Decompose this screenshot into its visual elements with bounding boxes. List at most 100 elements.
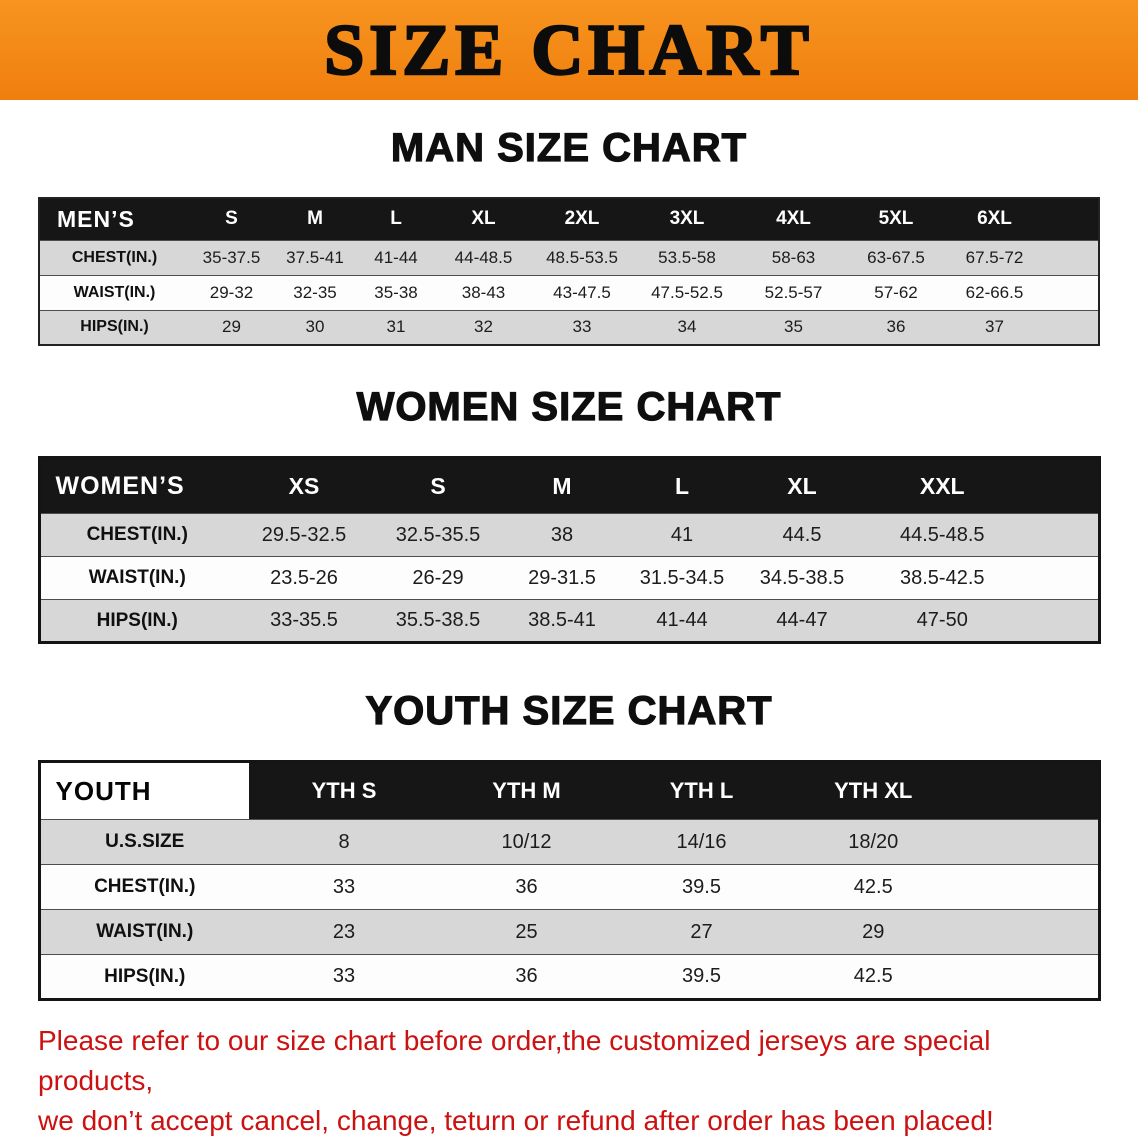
- size-column-header: XXL: [862, 457, 1099, 514]
- size-value-cell: 32.5-35.5: [395, 523, 481, 546]
- size-value-cell: 41-44: [656, 609, 708, 631]
- row-label: WAIST(IN.): [73, 283, 156, 301]
- size-value-cell: 34.5-38.5: [759, 566, 845, 589]
- size-value-cell: 29.5-32.5: [261, 523, 347, 546]
- row-label: WAIST(IN.): [88, 567, 186, 588]
- men-table-title-cell: MEN’S: [39, 198, 189, 240]
- size-value-cell: 31: [386, 317, 406, 337]
- size-column-header: YTH L: [614, 761, 789, 820]
- size-value-cell: 44.5-48.5: [899, 523, 985, 546]
- size-value-cell: 39.5: [682, 875, 721, 898]
- size-value-cell: 47-50: [916, 609, 968, 631]
- men-section-heading: MAN SIZE CHART: [390, 125, 748, 170]
- size-value-cell: 43-47.5: [553, 282, 611, 302]
- women-section-heading: WOMEN SIZE CHART: [356, 384, 782, 429]
- size-value-cell: 33: [332, 875, 356, 898]
- size-value-cell: 42.5: [853, 965, 893, 987]
- size-value-cell: 36: [515, 875, 538, 898]
- size-value-cell: 25: [515, 920, 538, 943]
- size-value-cell: 57-62: [874, 282, 918, 302]
- size-value-cell: 34: [677, 317, 697, 337]
- size-value-cell: 44.5: [782, 523, 822, 546]
- size-value-cell: 58-63: [771, 247, 816, 267]
- size-value-cell: 29-32: [209, 282, 254, 302]
- youth-table-title-cell: YOUTH: [39, 761, 249, 820]
- women-size-section: WOMEN SIZE CHART WOMEN’S XS S M L XL XXL…: [0, 384, 1138, 644]
- row-label: U.S.SIZE: [105, 831, 185, 852]
- size-value-cell: 38: [550, 523, 574, 546]
- size-value-cell: 26-29: [412, 566, 464, 589]
- size-column-header: M: [274, 198, 356, 240]
- size-column-header: S: [189, 198, 274, 240]
- size-value-cell: 35.5-38.5: [395, 609, 481, 631]
- row-label: HIPS(IN.): [80, 318, 149, 336]
- disclaimer-line-1: Please refer to our size chart before or…: [38, 1025, 991, 1096]
- men-size-table: MEN’S S M L XL 2XL 3XL 4XL 5XL 6XL CHEST…: [38, 197, 1100, 346]
- row-label: HIPS(IN.): [96, 609, 178, 631]
- size-value-cell: 67.5-72: [965, 247, 1024, 267]
- size-value-cell: 36: [515, 965, 538, 987]
- size-column-header: 5XL: [846, 198, 946, 240]
- size-value-cell: 23: [332, 920, 356, 943]
- size-value-cell: 37.5-41: [286, 247, 344, 267]
- size-value-cell: 33: [332, 965, 356, 987]
- size-column-header: 6XL: [946, 198, 1099, 240]
- size-value-cell: 38-43: [461, 282, 506, 302]
- size-value-cell: 29-31.5: [528, 566, 596, 589]
- size-value-cell: 41-44: [374, 247, 418, 267]
- size-value-cell: 35-38: [374, 282, 418, 302]
- size-value-cell: 38.5-41: [528, 609, 596, 631]
- size-column-header: M: [502, 457, 622, 514]
- size-value-cell: 32: [474, 317, 493, 337]
- size-column-header: S: [374, 457, 502, 514]
- size-column-header: XS: [234, 457, 374, 514]
- size-value-cell: 30: [305, 317, 325, 337]
- size-value-cell: 32-35: [293, 282, 337, 302]
- size-value-cell: 44-47: [776, 609, 828, 631]
- men-waist-row: WAIST(IN.) 29-32 32-35 35-38 38-43 43-47…: [39, 275, 1099, 310]
- size-column-header: XL: [436, 198, 531, 240]
- size-column-header: 2XL: [531, 198, 633, 240]
- size-column-header: 3XL: [633, 198, 741, 240]
- youth-size-table: YOUTH YTH S YTH M YTH L YTH XL U.S.SIZE …: [37, 760, 1101, 1001]
- page-title: SIZE CHART: [323, 8, 814, 91]
- size-value-cell: 38.5-42.5: [899, 566, 985, 589]
- size-value-cell: 33: [572, 317, 592, 337]
- size-value-cell: 63-67.5: [867, 247, 925, 267]
- youth-hips-row: HIPS(IN.) 33 36 39.5 42.5: [39, 954, 1099, 1000]
- size-value-cell: 23.5-26: [270, 566, 338, 589]
- size-value-cell: 8: [338, 830, 350, 853]
- size-value-cell: 41: [670, 523, 694, 546]
- row-label: CHEST(IN.): [71, 248, 158, 266]
- size-value-cell: 36: [886, 317, 906, 337]
- size-column-header: XL: [742, 457, 862, 514]
- size-value-cell: 35: [784, 317, 803, 337]
- size-column-header: YTH XL: [789, 761, 1099, 820]
- size-value-cell: 52.5-57: [764, 282, 823, 302]
- women-chest-row: CHEST(IN.) 29.5-32.5 32.5-35.5 38 41 44.…: [39, 513, 1099, 557]
- size-value-cell: 10/12: [501, 830, 552, 853]
- row-label: CHEST(IN.): [94, 876, 196, 897]
- size-value-cell: 62-66.5: [965, 282, 1024, 302]
- row-label: WAIST(IN.): [96, 921, 194, 942]
- youth-chest-row: CHEST(IN.) 33 36 39.5 42.5: [39, 864, 1099, 910]
- size-value-cell: 14/16: [676, 830, 727, 853]
- disclaimer-line-2: we don’t accept cancel, change, teturn o…: [38, 1105, 994, 1136]
- women-size-table: WOMEN’S XS S M L XL XXL CHEST(IN.) 29.5-…: [37, 456, 1101, 644]
- youth-section-heading: YOUTH SIZE CHART: [365, 688, 773, 733]
- youth-waist-row: WAIST(IN.) 23 25 27 29: [39, 909, 1099, 955]
- size-value-cell: 31.5-34.5: [639, 566, 725, 589]
- size-value-cell: 47.5-52.5: [651, 282, 723, 302]
- size-column-header: YTH S: [249, 761, 439, 820]
- size-value-cell: 39.5: [682, 965, 721, 987]
- size-column-header: 4XL: [741, 198, 846, 240]
- women-header-row: WOMEN’S XS S M L XL XXL: [39, 457, 1099, 514]
- youth-header-row: YOUTH YTH S YTH M YTH L YTH XL: [39, 761, 1099, 820]
- women-waist-row: WAIST(IN.) 23.5-26 26-29 29-31.5 31.5-34…: [39, 556, 1099, 600]
- men-chest-row: CHEST(IN.) 35-37.5 37.5-41 41-44 44-48.5…: [39, 240, 1099, 275]
- size-value-cell: 48.5-53.5: [546, 247, 618, 267]
- men-size-section: MAN SIZE CHART MEN’S S M L XL 2XL 3XL 4X…: [0, 125, 1138, 346]
- women-hips-row: HIPS(IN.) 33-35.5 35.5-38.5 38.5-41 41-4…: [39, 599, 1099, 643]
- size-column-header: L: [356, 198, 436, 240]
